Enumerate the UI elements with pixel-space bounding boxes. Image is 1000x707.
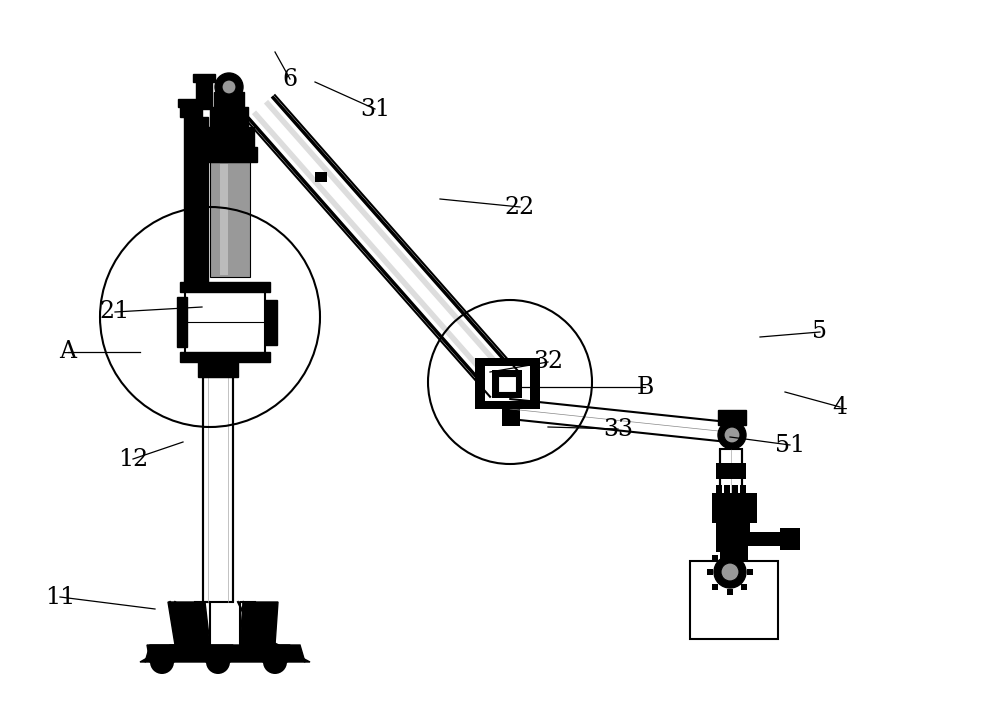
Text: 51: 51: [775, 433, 805, 457]
Bar: [206, 139, 254, 147]
Bar: [727, 549, 733, 555]
Bar: [732, 485, 738, 495]
Bar: [741, 584, 747, 590]
Bar: [196, 209, 208, 217]
Circle shape: [150, 650, 174, 674]
Bar: [720, 449, 742, 522]
Bar: [180, 352, 270, 362]
Bar: [530, 358, 540, 409]
Text: 4: 4: [832, 395, 848, 419]
Bar: [214, 92, 244, 107]
Bar: [718, 523, 750, 541]
Text: 22: 22: [505, 196, 535, 218]
Circle shape: [206, 650, 230, 674]
Polygon shape: [260, 645, 290, 662]
Bar: [204, 127, 254, 139]
Text: 21: 21: [100, 300, 130, 324]
Bar: [180, 282, 270, 292]
Bar: [747, 569, 753, 575]
Bar: [740, 485, 746, 495]
Bar: [200, 117, 208, 287]
Bar: [727, 589, 733, 595]
Bar: [498, 376, 516, 392]
Bar: [202, 147, 257, 162]
Bar: [220, 164, 228, 275]
Bar: [475, 401, 540, 409]
Bar: [196, 249, 208, 257]
Bar: [492, 370, 522, 398]
Text: 12: 12: [118, 448, 148, 470]
Text: A: A: [60, 341, 76, 363]
Bar: [716, 522, 746, 552]
Bar: [185, 287, 265, 357]
Text: 33: 33: [603, 418, 633, 440]
Text: 5: 5: [812, 320, 828, 344]
Bar: [712, 555, 718, 561]
Text: 32: 32: [533, 351, 563, 373]
Polygon shape: [203, 645, 233, 662]
Bar: [716, 463, 746, 479]
Polygon shape: [145, 645, 305, 662]
Bar: [690, 561, 778, 639]
Bar: [718, 410, 746, 425]
Text: 31: 31: [360, 98, 390, 120]
Circle shape: [222, 80, 236, 94]
Bar: [198, 357, 238, 377]
Bar: [315, 172, 327, 182]
Text: 6: 6: [282, 67, 298, 90]
Polygon shape: [245, 94, 520, 398]
Bar: [780, 528, 800, 550]
Polygon shape: [168, 602, 278, 662]
Bar: [193, 74, 215, 82]
Bar: [724, 485, 730, 495]
Text: B: B: [636, 375, 654, 399]
Polygon shape: [168, 602, 210, 645]
Text: 11: 11: [45, 585, 75, 609]
Bar: [475, 358, 540, 366]
Bar: [741, 555, 747, 561]
Bar: [716, 508, 746, 522]
Polygon shape: [240, 602, 278, 645]
Bar: [480, 362, 535, 406]
Bar: [178, 99, 204, 107]
Bar: [712, 584, 718, 590]
Polygon shape: [510, 399, 728, 442]
Bar: [210, 162, 250, 277]
Bar: [716, 485, 722, 495]
Bar: [720, 541, 748, 561]
Bar: [502, 406, 520, 426]
Circle shape: [724, 427, 740, 443]
Bar: [196, 169, 208, 177]
Bar: [210, 107, 248, 127]
Polygon shape: [147, 645, 177, 662]
Circle shape: [215, 73, 243, 101]
Bar: [265, 300, 277, 345]
Bar: [707, 569, 713, 575]
Polygon shape: [275, 645, 310, 662]
Bar: [203, 377, 233, 602]
Bar: [196, 79, 212, 109]
Bar: [712, 493, 757, 523]
Circle shape: [721, 563, 739, 581]
Circle shape: [718, 421, 746, 449]
Circle shape: [714, 556, 746, 588]
Bar: [746, 532, 791, 546]
Polygon shape: [140, 645, 175, 662]
Bar: [177, 297, 187, 347]
Bar: [184, 112, 200, 287]
Bar: [180, 107, 202, 117]
Circle shape: [263, 650, 287, 674]
Bar: [475, 358, 485, 409]
